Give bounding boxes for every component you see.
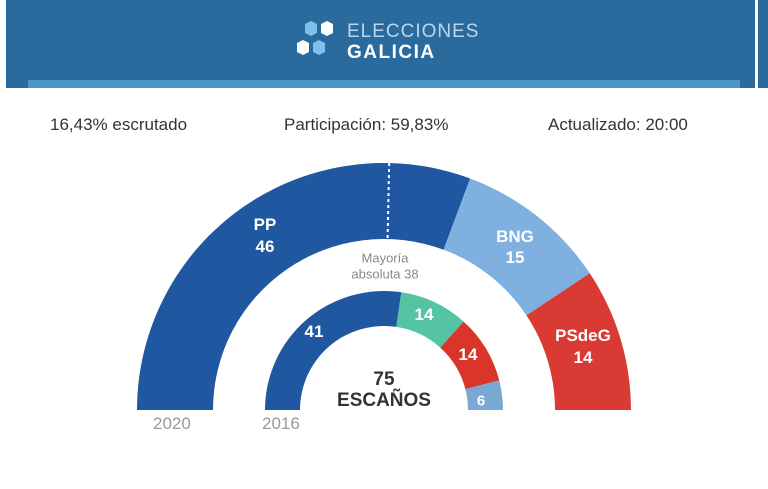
segment-2016-1 [265, 290, 402, 410]
segment-2016-4 [465, 380, 503, 410]
logo-title-line2: GALICIA [347, 42, 436, 63]
party-name-pp: PP [253, 215, 277, 234]
segment-2020-2 [443, 178, 590, 316]
seats-psdeg-2020: 14 [573, 348, 593, 367]
seats-pp-2020: 46 [255, 237, 275, 256]
seats-label: ESCAÑOS [337, 390, 431, 411]
seats-2016-4: 6 [476, 392, 486, 410]
segment-2020-3 [526, 273, 631, 410]
seats-2016-3: 14 [458, 345, 478, 364]
hexagon-logo-icon [297, 21, 333, 55]
segment-2016-3 [440, 321, 500, 390]
header-bar-right [758, 0, 768, 88]
party-name-psdeg: PSdeG [555, 326, 611, 345]
party-name-bng: BNG [496, 227, 534, 246]
year-label-2016: 2016 [262, 414, 300, 433]
seats-2016-2: 14 [414, 305, 434, 324]
updated-stat: Actualizado: 20:00 [548, 115, 688, 134]
segment-2020-1 [137, 162, 471, 410]
header-bar [6, 0, 755, 88]
seats-bng-2020: 15 [505, 248, 525, 267]
turnout-stat: Participación: 59,83% [284, 115, 449, 134]
segment-2016-2 [396, 292, 464, 348]
seats-2016-1: 41 [304, 322, 324, 341]
logo-title-line1: ELECCIONES [347, 21, 480, 42]
majority-label-2: absoluta 38 [351, 266, 419, 282]
majority-line [386, 163, 391, 240]
year-label-2020: 2020 [153, 414, 191, 433]
total-seats: 75 [373, 369, 395, 390]
scrutinized-stat: 16,43% escrutado [50, 115, 188, 134]
majority-label-1: Mayoría [361, 250, 409, 266]
header-strip [28, 80, 740, 88]
